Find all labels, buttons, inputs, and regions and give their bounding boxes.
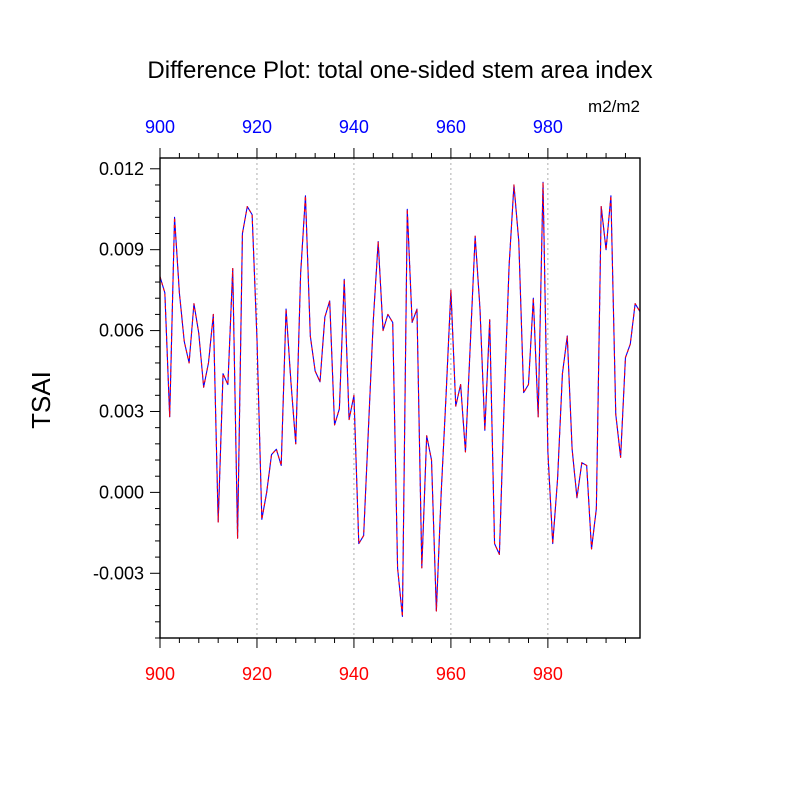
x-tick-label-top: 960 — [436, 117, 466, 137]
grid — [256, 158, 549, 638]
x-tick-label-top: 980 — [533, 117, 563, 137]
tick-labels: -0.003 0.000 0.003 0.006 0.009 0.012 900 900 920… — [93, 117, 563, 684]
x-tick-label-top: 900 — [145, 117, 175, 137]
series-line-solid — [159, 181, 641, 617]
x-tick-label-top: 940 — [339, 117, 369, 137]
y-tick-label: 0.009 — [99, 240, 144, 260]
chart-title: Difference Plot: total one-sided stem ar… — [147, 57, 652, 84]
y-tick-label: 0.006 — [99, 321, 144, 341]
y-axis-label: TSAI — [26, 371, 56, 429]
tick-group — [150, 148, 626, 648]
x-tick-label-bottom: 960 — [436, 664, 466, 684]
x-tick-label-bottom: 980 — [533, 664, 563, 684]
units-label: m2/m2 — [588, 97, 640, 116]
x-tick-label-bottom: 900 — [145, 664, 175, 684]
y-tick-label: 0.003 — [99, 401, 144, 421]
x-tick-label-bottom: 940 — [339, 664, 369, 684]
series-line-dashed — [159, 181, 641, 617]
x-tick-label-top: 920 — [242, 117, 272, 137]
y-tick-label: 0.000 — [99, 482, 144, 502]
plot-frame — [159, 157, 641, 639]
series-group — [159, 181, 641, 617]
x-tick-label-bottom: 920 — [242, 664, 272, 684]
y-tick-label: -0.003 — [93, 563, 144, 583]
y-tick-label: 0.012 — [99, 159, 144, 179]
